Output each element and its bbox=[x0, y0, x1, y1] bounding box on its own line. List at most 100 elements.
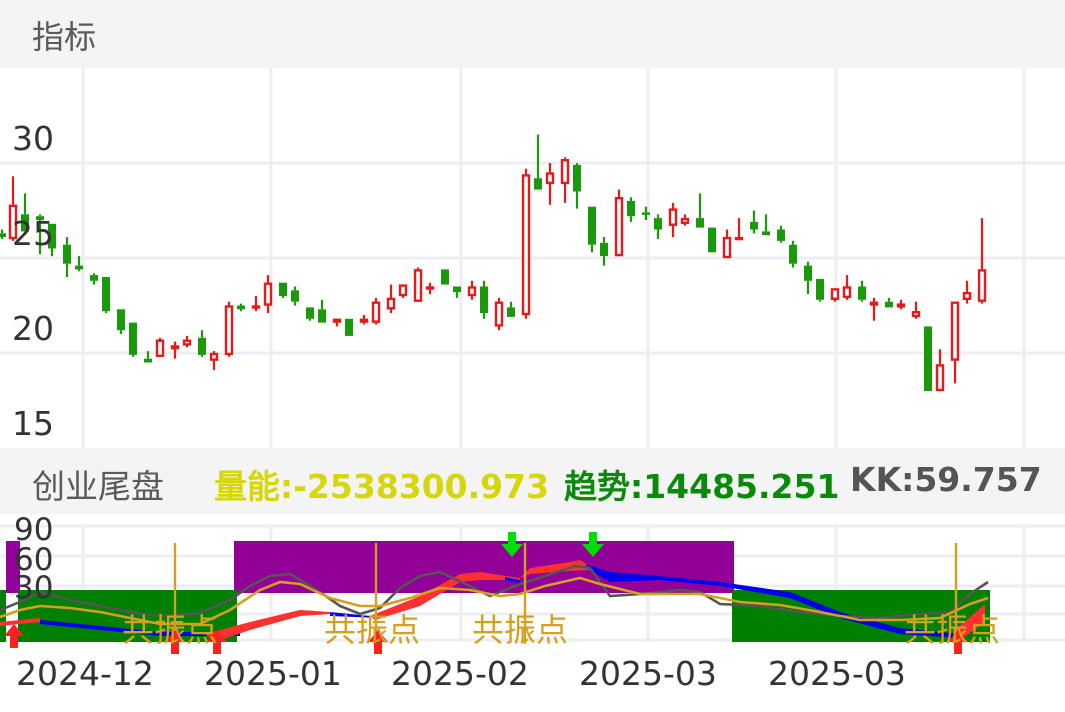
candle bbox=[144, 351, 152, 363]
candle bbox=[0, 229, 6, 239]
candle bbox=[762, 214, 770, 236]
buy-arrow-icon bbox=[4, 624, 24, 648]
candle bbox=[642, 206, 650, 220]
candle bbox=[545, 163, 555, 205]
candle bbox=[117, 309, 125, 334]
candle bbox=[263, 275, 273, 314]
candle bbox=[182, 335, 192, 348]
candle bbox=[696, 193, 704, 228]
candle bbox=[668, 202, 678, 238]
price-tick-label: 30 bbox=[12, 119, 54, 158]
buy-arrow-icon bbox=[165, 630, 185, 654]
date-tick-label: 2025-02 bbox=[391, 654, 529, 693]
candle bbox=[102, 277, 110, 314]
candle bbox=[63, 237, 71, 277]
candle bbox=[842, 275, 852, 300]
candle bbox=[804, 261, 812, 295]
candle bbox=[950, 301, 960, 384]
candle bbox=[935, 349, 945, 392]
candle bbox=[977, 218, 987, 304]
candle bbox=[627, 197, 635, 222]
candle bbox=[332, 318, 342, 327]
resonance-point-label: 共振点 bbox=[904, 611, 1000, 649]
candle bbox=[777, 225, 785, 243]
candle bbox=[734, 218, 744, 241]
candle bbox=[279, 282, 287, 298]
candle bbox=[869, 297, 879, 321]
date-tick-label: 2025-03 bbox=[768, 654, 906, 693]
candle bbox=[858, 280, 866, 302]
buy-arrow-icon bbox=[948, 630, 968, 654]
candle bbox=[237, 303, 245, 312]
candle bbox=[722, 229, 732, 259]
candle bbox=[680, 214, 690, 226]
candle bbox=[521, 168, 531, 319]
candle bbox=[507, 301, 515, 317]
candle bbox=[494, 297, 504, 331]
candle bbox=[614, 189, 624, 257]
candle bbox=[654, 214, 662, 239]
candle bbox=[453, 286, 461, 298]
candle bbox=[224, 301, 234, 357]
date-tick-label: 2025-01 bbox=[204, 654, 342, 693]
buy-arrow-icon bbox=[207, 630, 227, 654]
candle bbox=[480, 280, 488, 319]
candle bbox=[75, 256, 83, 272]
indicator-lines bbox=[0, 564, 989, 626]
candle bbox=[359, 315, 369, 325]
candle bbox=[962, 280, 972, 304]
candlestick-svg: 30 25 20 15 bbox=[0, 68, 1065, 448]
price-tick-label: 15 bbox=[12, 404, 54, 443]
candle bbox=[600, 237, 608, 266]
candle bbox=[291, 286, 299, 306]
candle bbox=[413, 267, 423, 302]
candle bbox=[306, 307, 314, 321]
date-tick-label: 2024-12 bbox=[16, 654, 154, 693]
candle bbox=[398, 284, 408, 298]
candle bbox=[708, 227, 716, 253]
buy-arrow-icon bbox=[368, 630, 388, 654]
candle bbox=[48, 223, 56, 257]
candle bbox=[534, 134, 542, 190]
candle bbox=[170, 341, 180, 359]
date-tick-label: 2025-03 bbox=[579, 654, 717, 693]
candle bbox=[371, 297, 381, 325]
candle bbox=[789, 240, 797, 268]
candles bbox=[0, 134, 987, 392]
resonance-point-label: 共振点 bbox=[472, 611, 568, 649]
candle bbox=[386, 284, 396, 314]
candle bbox=[155, 337, 165, 358]
candle bbox=[924, 326, 932, 391]
candle bbox=[573, 163, 581, 209]
main-grid bbox=[0, 68, 1065, 448]
candle bbox=[750, 210, 758, 234]
candle bbox=[209, 351, 219, 371]
energy-value: 量能:-2538300.973 bbox=[214, 467, 550, 506]
candle bbox=[816, 278, 824, 302]
sub-tick-label: 90 bbox=[14, 514, 53, 548]
sub-indicator-chart[interactable]: 90 60 30 共振点 共振点 共振点 共振点 2024-12 2025-01 2025-0… bbox=[0, 512, 1065, 708]
price-tick-label: 25 bbox=[12, 214, 54, 253]
candle bbox=[896, 299, 906, 310]
candle bbox=[425, 282, 435, 295]
candle bbox=[129, 322, 137, 357]
price-tick-label: 20 bbox=[12, 309, 54, 348]
resonance-point-label: 共振点 bbox=[122, 611, 218, 649]
indicator-header: 指标 bbox=[0, 0, 1065, 68]
candlestick-chart[interactable]: 30 25 20 15 bbox=[0, 68, 1065, 448]
date-axis-labels: 2024-12 2025-01 2025-02 2025-03 2025-03 bbox=[16, 654, 906, 693]
sell-arrow-icon bbox=[582, 532, 604, 557]
candle bbox=[560, 157, 570, 203]
candle bbox=[8, 176, 18, 241]
candle bbox=[198, 330, 206, 357]
indicator-title: 指标 bbox=[32, 18, 97, 56]
candle bbox=[885, 297, 893, 308]
candle bbox=[441, 269, 449, 285]
sub-indicator-header: 创业尾盘 量能:-2538300.973 趋势:14485.251 KK:59.… bbox=[0, 448, 1065, 514]
resonance-point-label: 共振点 bbox=[324, 611, 420, 649]
candle bbox=[21, 193, 29, 232]
candle bbox=[911, 301, 921, 319]
sub-tick-label: 60 bbox=[14, 542, 53, 578]
